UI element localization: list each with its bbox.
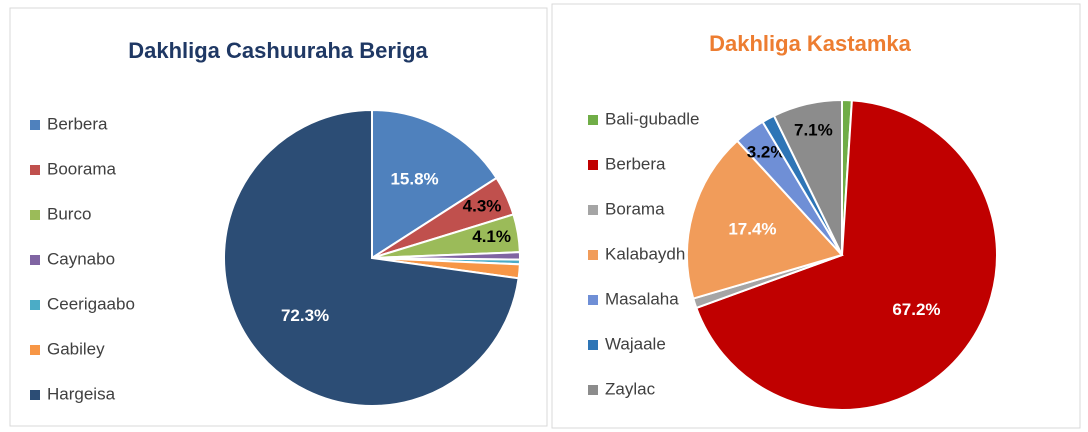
chart-title: Dakhliga Cashuuraha Beriga	[128, 38, 428, 63]
legend-swatch	[30, 255, 40, 265]
pie-slice	[371, 108, 498, 260]
legend-label: Burco	[47, 204, 91, 223]
data-label: 4.3%	[463, 196, 502, 215]
pie-slice	[772, 98, 843, 256]
legend-swatch	[30, 345, 40, 355]
legend-swatch	[588, 250, 598, 260]
legend-swatch	[588, 385, 598, 395]
legend-swatch	[30, 300, 40, 310]
data-label: 72.3%	[281, 306, 329, 325]
legend-swatch	[588, 205, 598, 215]
legend-swatch	[588, 295, 598, 305]
legend-label: Wajaale	[605, 334, 666, 353]
legend-swatch	[588, 160, 598, 170]
pie-slice	[686, 139, 844, 300]
data-label: 3.2%	[747, 143, 786, 162]
legend-label: Hargeisa	[47, 384, 116, 403]
data-label: 7.1%	[794, 121, 833, 140]
legend-swatch	[30, 210, 40, 220]
chart-title: Dakhliga Kastamka	[709, 31, 912, 56]
legend-label: Boorama	[47, 159, 117, 178]
legend-swatch	[30, 165, 40, 175]
legend-label: Gabiley	[47, 339, 105, 358]
legend-label: Bali-gubadle	[605, 109, 700, 128]
legend-swatch	[588, 115, 598, 125]
pie-slice	[695, 99, 998, 411]
data-label: 15.8%	[390, 170, 438, 189]
legend-label: Masalaha	[605, 289, 679, 308]
pie-slice	[223, 108, 520, 407]
data-label: 17.4%	[728, 220, 776, 239]
data-label: 67.2%	[892, 300, 940, 319]
legend-label: Caynabo	[47, 249, 115, 268]
legend-swatch	[30, 390, 40, 400]
legend-label: Zaylac	[605, 379, 656, 398]
legend-label: Borama	[605, 199, 665, 218]
legend-swatch	[588, 340, 598, 350]
legend-label: Berbera	[605, 154, 666, 173]
legend-swatch	[30, 120, 40, 130]
legend-label: Kalabaydh	[605, 244, 685, 263]
legend-label: Berbera	[47, 114, 108, 133]
data-label: 4.1%	[472, 227, 511, 246]
legend-label: Ceerigaabo	[47, 294, 135, 313]
